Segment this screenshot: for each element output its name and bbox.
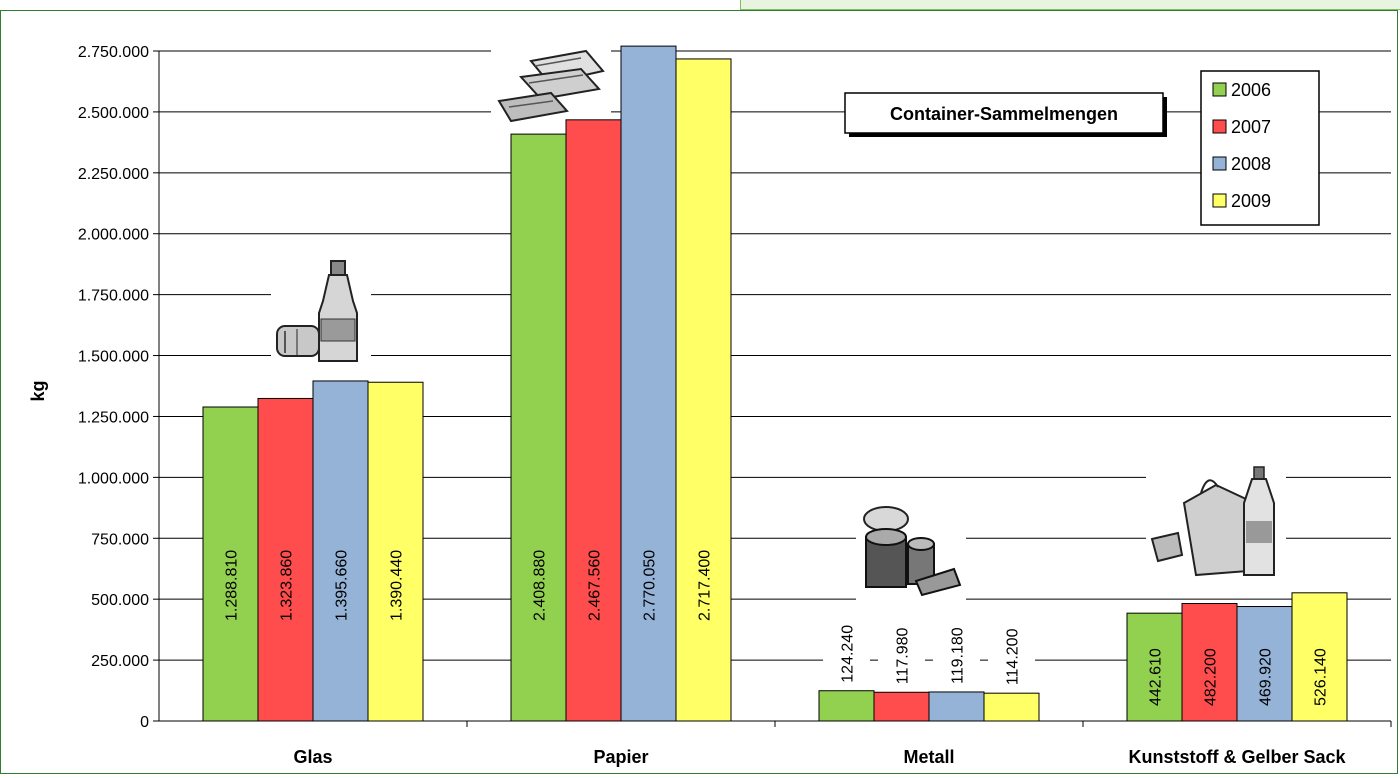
legend-label: 2009 <box>1231 191 1271 211</box>
chart-title-box: Container-Sammelmengen <box>844 92 1167 137</box>
bar <box>1291 592 1348 722</box>
legend-swatch <box>1212 82 1227 97</box>
bar <box>928 691 985 722</box>
x-tick-label: Papier <box>593 747 648 767</box>
data-label: 482.200 <box>1203 648 1220 706</box>
newspaper-icon <box>491 41 611 126</box>
data-label-background <box>988 625 1035 688</box>
bar <box>1236 606 1293 722</box>
bar <box>1181 603 1238 722</box>
data-label: 124.240 <box>840 625 857 683</box>
data-label: 117.980 <box>895 628 912 685</box>
data-label-background <box>933 623 980 686</box>
data-label: 1.395.660 <box>334 550 351 621</box>
legend-label: 2007 <box>1231 117 1271 137</box>
bars-layer: 1.288.810 1.323.860 1.395.660 1.390.440 2.40… <box>202 45 1348 722</box>
data-label: 2.467.560 <box>587 550 604 621</box>
y-tick-label: 250.000 <box>91 653 149 670</box>
category-illustrations <box>271 41 1286 604</box>
data-label: 1.323.860 <box>279 550 296 621</box>
y-tick-label: 0 <box>140 714 149 731</box>
y-tick-label: 1.500.000 <box>78 349 149 366</box>
bar <box>367 381 424 722</box>
data-label: 1.390.440 <box>389 550 406 621</box>
top-panel-edge <box>740 0 1400 10</box>
x-tick-label: Kunststoff & Gelber Sack <box>1128 747 1346 767</box>
bar <box>818 690 875 722</box>
bar <box>983 692 1040 722</box>
bottle-jar-icon <box>271 260 371 371</box>
y-tick-label: 2.750.000 <box>78 44 149 61</box>
legend-swatch <box>1212 193 1227 208</box>
x-tick-label: Glas <box>293 747 332 767</box>
data-label: 2.717.400 <box>697 550 714 621</box>
y-tick-label: 750.000 <box>91 531 149 548</box>
data-label: 1.288.810 <box>224 550 241 621</box>
data-label-background <box>878 624 925 687</box>
data-label: 442.610 <box>1148 648 1165 706</box>
legend-swatch <box>1212 156 1227 171</box>
data-label: 114.200 <box>1005 628 1022 685</box>
y-tick-label: 500.000 <box>91 592 149 609</box>
y-tick-label: 1.250.000 <box>78 409 149 426</box>
bar <box>510 133 567 722</box>
bar <box>202 406 259 722</box>
y-tick-label: 1.000.000 <box>78 470 149 487</box>
bar <box>565 119 622 722</box>
x-tick-label: Metall <box>903 747 954 767</box>
y-tick-label: 2.500.000 <box>78 105 149 122</box>
axes-layer: 0 250.000 500.000 750.000 1.000.000 1.250.000… <box>78 44 1392 767</box>
bar <box>675 58 732 722</box>
plastic-bag-bottle-icon <box>1146 463 1286 583</box>
data-label: 2.770.050 <box>642 550 659 621</box>
legend-label: 2006 <box>1231 80 1271 100</box>
y-tick-label: 1.750.000 <box>78 288 149 305</box>
legend-label: 2008 <box>1231 154 1271 174</box>
data-label: 469.920 <box>1258 648 1275 706</box>
bar-chart: 1.288.810 1.323.860 1.395.660 1.390.440 2.40… <box>28 41 1392 767</box>
data-label: 2.408.880 <box>532 550 549 621</box>
y-tick-label: 2.250.000 <box>78 166 149 183</box>
y-tick-label: 2.000.000 <box>78 227 149 244</box>
bar <box>1126 612 1183 722</box>
chart-frame: 1.288.810 1.323.860 1.395.660 1.390.440 2.40… <box>0 10 1398 774</box>
legend-swatch <box>1212 119 1227 134</box>
legend: 2006 2007 2008 2009 <box>1200 70 1320 226</box>
tin-can-icon <box>856 499 966 604</box>
data-label: 526.140 <box>1313 648 1330 706</box>
bar <box>873 691 930 722</box>
data-label-background <box>823 622 870 685</box>
y-axis-label: kg <box>28 380 48 401</box>
data-label: 119.180 <box>950 627 967 684</box>
chart-title: Container-Sammelmengen <box>890 104 1118 124</box>
